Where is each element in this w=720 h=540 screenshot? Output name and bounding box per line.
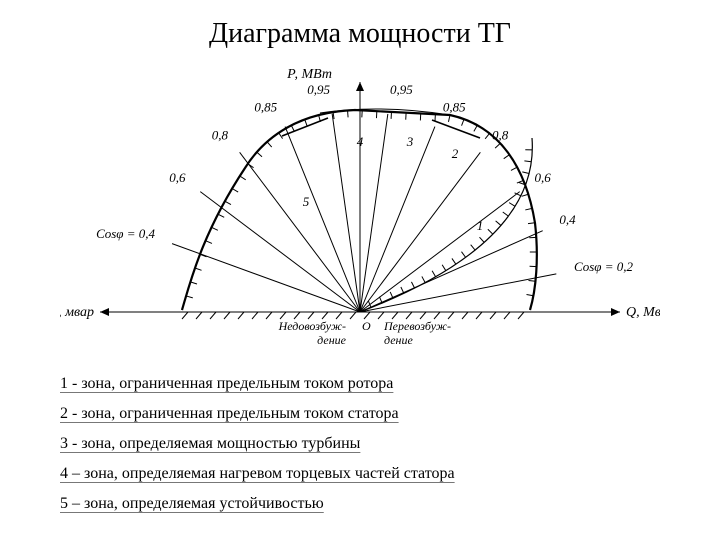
- svg-text:Q, Мвар: Q, Мвар: [626, 305, 660, 320]
- svg-text:О: О: [362, 319, 371, 333]
- svg-text:0,8: 0,8: [212, 127, 229, 142]
- svg-text:Cosφ = 0,2: Cosφ = 0,2: [574, 259, 633, 274]
- svg-text:0,85: 0,85: [254, 100, 277, 115]
- svg-text:0,8: 0,8: [492, 127, 509, 142]
- svg-text:Недовозбуж-: Недовозбуж-: [278, 319, 346, 333]
- svg-text:0,85: 0,85: [443, 100, 466, 115]
- legend-item: 1 - зона, ограниченная предельным током …: [60, 376, 660, 392]
- svg-text:0,95: 0,95: [390, 82, 413, 97]
- svg-text:Р, МВт: Р, МВт: [286, 67, 332, 82]
- svg-text:дение: дение: [384, 333, 413, 347]
- legend-item: 4 – зона, определяемая нагревом торцевых…: [60, 466, 660, 482]
- svg-text:0,6: 0,6: [535, 170, 552, 185]
- svg-text:1: 1: [477, 218, 484, 233]
- svg-text:2: 2: [452, 146, 459, 161]
- page-title: Диаграмма мощности ТГ: [60, 18, 660, 50]
- legend-item: 2 - зона, ограниченная предельным током …: [60, 406, 660, 422]
- legend: 1 - зона, ограниченная предельным током …: [60, 376, 660, 512]
- legend-item: 5 – зона, определяемая устойчивостью: [60, 496, 660, 512]
- svg-text:5: 5: [303, 194, 310, 209]
- svg-text:Cosφ = 0,4: Cosφ = 0,4: [96, 226, 155, 241]
- legend-item: 3 - зона, определяемая мощностью турбины: [60, 436, 660, 452]
- capability-diagram: Cosφ = 0,2 0,4 0,6 0,8 0,85 0,95 0,95 0,85 0,8 0,…: [60, 58, 660, 358]
- svg-text:Перевозбуж-: Перевозбуж-: [383, 319, 451, 333]
- svg-text:−Q, мвар: −Q, мвар: [60, 305, 94, 320]
- svg-text:0,6: 0,6: [169, 170, 186, 185]
- svg-text:3: 3: [406, 134, 414, 149]
- svg-text:0,4: 0,4: [559, 212, 576, 227]
- svg-text:дение: дение: [317, 333, 346, 347]
- svg-text:4: 4: [357, 134, 364, 149]
- svg-text:0,95: 0,95: [307, 82, 330, 97]
